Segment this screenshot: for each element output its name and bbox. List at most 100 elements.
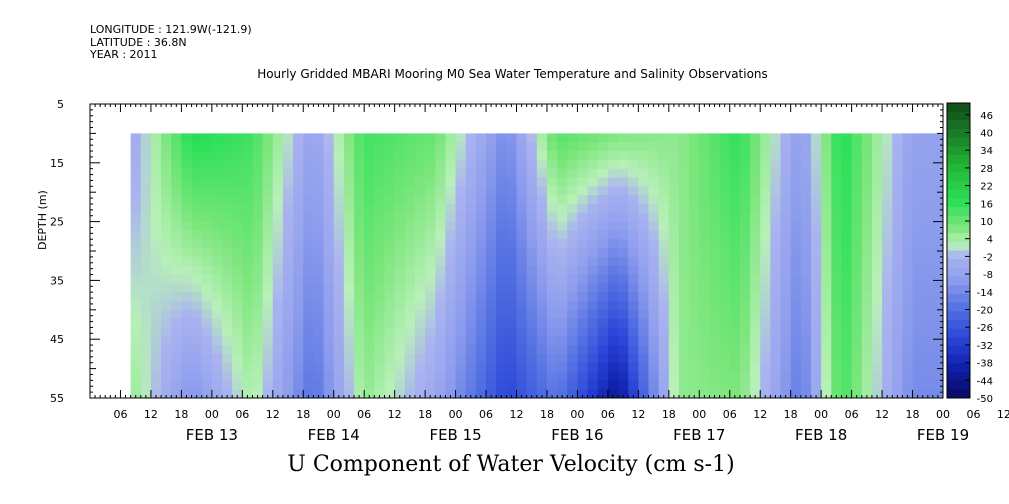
heatmap-cell	[618, 239, 629, 249]
heatmap-cell	[354, 239, 365, 249]
heatmap-cell	[546, 168, 558, 179]
heatmap-cell	[922, 221, 934, 232]
heatmap-cell	[150, 177, 162, 187]
heatmap-cell	[831, 168, 843, 179]
heatmap-cell	[912, 168, 924, 179]
heatmap-cell	[536, 371, 548, 381]
heatmap-cell	[394, 195, 406, 205]
heatmap-cell	[130, 283, 142, 293]
heatmap-cell	[780, 345, 792, 355]
heatmap-cell	[130, 265, 142, 276]
heatmap-cell	[912, 353, 924, 364]
heatmap-cell	[516, 380, 528, 390]
heatmap-cell	[831, 371, 843, 381]
heatmap-cell	[790, 230, 802, 240]
heatmap-cell	[760, 186, 771, 196]
heatmap-cell	[689, 318, 700, 329]
heatmap-cell	[364, 168, 375, 179]
heatmap-cell	[546, 274, 558, 284]
heatmap-cell	[658, 283, 670, 293]
heatmap-cell	[851, 265, 863, 276]
heatmap-cell	[140, 248, 152, 258]
heatmap-cell	[201, 353, 213, 364]
heatmap-cell	[821, 151, 832, 161]
heatmap-cell	[912, 283, 924, 293]
heatmap-cell	[628, 300, 639, 311]
heatmap-cell	[293, 186, 304, 196]
heatmap-cell	[831, 203, 843, 214]
x-day-label: FEB 17	[673, 426, 725, 444]
heatmap-cell	[557, 142, 568, 152]
heatmap-cell	[313, 265, 325, 276]
heatmap-cell	[699, 265, 711, 276]
colorbar-swatch	[947, 198, 970, 208]
heatmap-cell	[750, 212, 761, 223]
heatmap-cell	[161, 151, 172, 161]
heatmap-cell	[181, 221, 193, 232]
heatmap-cell	[810, 151, 822, 161]
heatmap-cell	[211, 380, 223, 390]
heatmap-cell	[678, 265, 690, 276]
heatmap-cell	[546, 327, 558, 337]
heatmap-cell	[922, 212, 934, 223]
heatmap-cell	[486, 159, 497, 170]
heatmap-cell	[567, 283, 579, 293]
heatmap-cell	[882, 300, 893, 311]
heatmap-cell	[232, 239, 243, 249]
heatmap-cell	[587, 389, 599, 398]
heatmap-cell	[293, 239, 304, 249]
heatmap-cell	[242, 256, 254, 267]
heatmap-cell	[222, 274, 233, 284]
heatmap-cell	[506, 327, 518, 337]
heatmap-cell	[465, 336, 477, 346]
heatmap-cell	[414, 389, 426, 398]
heatmap-cell	[800, 142, 812, 152]
heatmap-cell	[516, 212, 528, 223]
x-hour-label: 00	[814, 408, 828, 421]
heatmap-cell	[821, 362, 832, 373]
heatmap-cell	[435, 195, 447, 205]
heatmap-cell	[293, 389, 304, 398]
heatmap-cell	[150, 133, 162, 143]
heatmap-cell	[323, 309, 335, 320]
heatmap-cell	[262, 248, 274, 258]
heatmap-cell	[790, 292, 802, 302]
heatmap-cell	[719, 203, 731, 214]
heatmap-cell	[303, 142, 314, 152]
heatmap-cell	[577, 186, 589, 196]
heatmap-cell	[668, 195, 680, 205]
heatmap-cell	[465, 151, 477, 161]
heatmap-cell	[272, 142, 284, 152]
heatmap-cell	[557, 380, 568, 390]
heatmap-cell	[333, 256, 345, 267]
heatmap-cell	[841, 177, 853, 187]
heatmap-cell	[607, 318, 619, 329]
heatmap-cell	[445, 274, 457, 284]
heatmap-cell	[678, 248, 690, 258]
heatmap-cell	[130, 151, 142, 161]
heatmap-cell	[384, 159, 396, 170]
heatmap-cell	[922, 142, 934, 152]
heatmap-cell	[658, 186, 670, 196]
heatmap-cell	[211, 292, 223, 302]
heatmap-cell	[343, 265, 355, 276]
heatmap-cell	[841, 283, 853, 293]
heatmap-cell	[252, 274, 264, 284]
heatmap-cell	[577, 203, 589, 214]
heatmap-cell	[567, 177, 579, 187]
heatmap-cell	[597, 133, 609, 143]
heatmap-cell	[821, 177, 832, 187]
heatmap-cell	[587, 283, 599, 293]
heatmap-cell	[445, 151, 457, 161]
heatmap-cell	[384, 362, 396, 373]
heatmap-cell	[821, 221, 832, 232]
heatmap-cell	[536, 159, 548, 170]
heatmap-cell	[699, 230, 711, 240]
heatmap-cell	[546, 345, 558, 355]
heatmap-cell	[699, 309, 711, 320]
heatmap-cell	[871, 380, 883, 390]
heatmap-cell	[465, 345, 477, 355]
heatmap-cell	[567, 380, 579, 390]
heatmap-cell	[394, 318, 406, 329]
heatmap-cell	[211, 168, 223, 179]
